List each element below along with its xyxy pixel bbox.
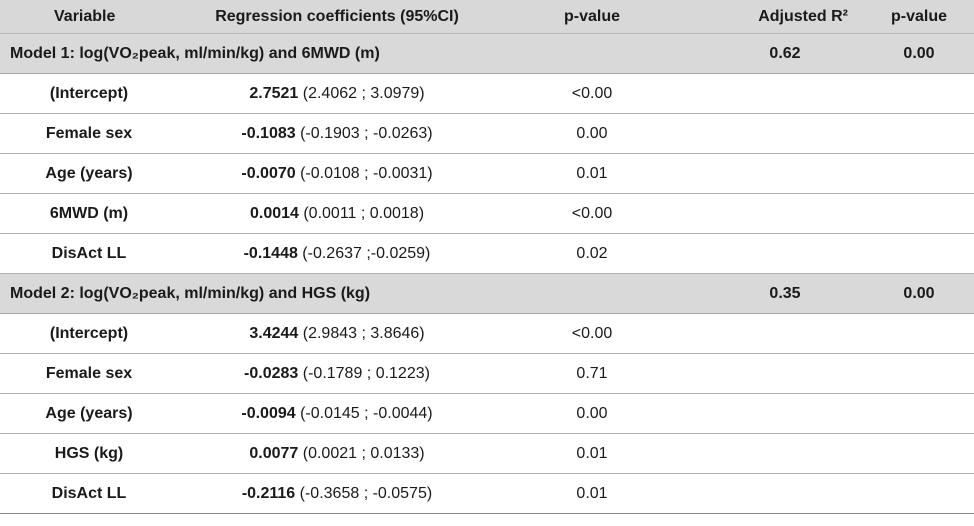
pvalue-cell: <0.00 bbox=[478, 313, 706, 354]
variable-cell: Female sex bbox=[0, 113, 178, 154]
model-adjusted-r2: 0.35 bbox=[706, 273, 864, 314]
coefficient-estimate: 0.0077 bbox=[249, 444, 299, 462]
variable-cell: (Intercept) bbox=[0, 313, 178, 354]
pvalue-cell: 0.00 bbox=[478, 113, 706, 154]
pvalue-cell: <0.00 bbox=[478, 73, 706, 114]
model-title: Model 1: log(VO₂peak, ml/min/kg) and 6MW… bbox=[0, 33, 706, 74]
coefficient-cell: 0.0077 (0.0021 ; 0.0133) bbox=[178, 433, 478, 474]
pvalue-cell: 0.01 bbox=[478, 473, 706, 514]
variable-cell: DisAct LL bbox=[0, 473, 178, 514]
coefficient-cell: -0.0283 (-0.1789 ; 0.1223) bbox=[178, 353, 478, 394]
table-header-row: Variable Regression coefficients (95%CI)… bbox=[0, 0, 974, 34]
header-pvalue: p-value bbox=[478, 0, 706, 34]
variable-cell: 6MWD (m) bbox=[0, 193, 178, 234]
coefficient-estimate: 0.0014 bbox=[249, 204, 299, 222]
pvalue-cell: 0.71 bbox=[478, 353, 706, 394]
pvalue-cell: <0.00 bbox=[478, 193, 706, 234]
table-row: DisAct LL -0.2116 (-0.3658 ; -0.0575) 0.… bbox=[0, 473, 974, 514]
coefficient-cell: -0.2116 (-0.3658 ; -0.0575) bbox=[178, 473, 478, 514]
coefficient-ci: (0.0021 ; 0.0133) bbox=[298, 444, 425, 462]
table-row: Age (years) -0.0094 (-0.0145 ; -0.0044) … bbox=[0, 393, 974, 434]
coefficient-estimate: -0.0070 bbox=[241, 164, 296, 182]
table-row: (Intercept) 3.4244 (2.9843 ; 3.8646) <0.… bbox=[0, 313, 974, 354]
coefficient-ci: (-0.0145 ; -0.0044) bbox=[295, 404, 433, 422]
variable-cell: HGS (kg) bbox=[0, 433, 178, 474]
table-row: DisAct LL -0.1448 (-0.2637 ;-0.0259) 0.0… bbox=[0, 233, 974, 274]
coefficient-cell: -0.0094 (-0.0145 ; -0.0044) bbox=[178, 393, 478, 434]
model-row: Model 2: log(VO₂peak, ml/min/kg) and HGS… bbox=[0, 273, 974, 314]
coefficient-estimate: -0.1448 bbox=[243, 244, 298, 262]
coefficient-ci: (-0.3658 ; -0.0575) bbox=[295, 484, 433, 502]
model-pvalue: 0.00 bbox=[864, 273, 974, 314]
variable-cell: DisAct LL bbox=[0, 233, 178, 274]
variable-cell: (Intercept) bbox=[0, 73, 178, 114]
coefficient-estimate: -0.0283 bbox=[244, 364, 299, 382]
table-row: Age (years) -0.0070 (-0.0108 ; -0.0031) … bbox=[0, 153, 974, 194]
variable-cell: Female sex bbox=[0, 353, 178, 394]
header-coefficients: Regression coefficients (95%CI) bbox=[178, 0, 478, 34]
variable-cell: Age (years) bbox=[0, 393, 178, 434]
table-row: Female sex -0.0283 (-0.1789 ; 0.1223) 0.… bbox=[0, 353, 974, 394]
coefficient-ci: (-0.1789 ; 0.1223) bbox=[298, 364, 430, 382]
table-row: Female sex -0.1083 (-0.1903 ; -0.0263) 0… bbox=[0, 113, 974, 154]
model-title: Model 2: log(VO₂peak, ml/min/kg) and HGS… bbox=[0, 273, 706, 314]
pvalue-cell: 0.02 bbox=[478, 233, 706, 274]
coefficient-ci: (-0.2637 ;-0.0259) bbox=[297, 244, 431, 262]
coefficient-cell: -0.0070 (-0.0108 ; -0.0031) bbox=[178, 153, 478, 194]
header-adjusted-r2: Adjusted R² bbox=[706, 0, 864, 34]
coefficient-ci: (-0.0108 ; -0.0031) bbox=[295, 164, 433, 182]
pvalue-cell: 0.01 bbox=[478, 433, 706, 474]
coefficient-ci: (2.4062 ; 3.0979) bbox=[298, 84, 425, 102]
variable-cell: Age (years) bbox=[0, 153, 178, 194]
pvalue-cell: 0.00 bbox=[478, 393, 706, 434]
coefficient-cell: -0.1083 (-0.1903 ; -0.0263) bbox=[178, 113, 478, 154]
coefficient-ci: (0.0011 ; 0.0018) bbox=[298, 204, 425, 222]
coefficient-estimate: 3.4244 bbox=[249, 324, 299, 342]
coefficient-cell: -0.1448 (-0.2637 ;-0.0259) bbox=[178, 233, 478, 274]
pvalue-cell: 0.01 bbox=[478, 153, 706, 194]
coefficient-estimate: 2.7521 bbox=[249, 84, 299, 102]
coefficient-ci: (2.9843 ; 3.8646) bbox=[298, 324, 425, 342]
coefficient-estimate: -0.2116 bbox=[241, 484, 296, 502]
header-pvalue-model: p-value bbox=[864, 0, 974, 34]
coefficient-estimate: -0.0094 bbox=[241, 404, 296, 422]
table-row: 6MWD (m) 0.0014 (0.0011 ; 0.0018) <0.00 bbox=[0, 193, 974, 234]
coefficient-cell: 2.7521 (2.4062 ; 3.0979) bbox=[178, 73, 478, 114]
coefficient-cell: 0.0014 (0.0011 ; 0.0018) bbox=[178, 193, 478, 234]
model-row: Model 1: log(VO₂peak, ml/min/kg) and 6MW… bbox=[0, 33, 974, 74]
header-variable: Variable bbox=[0, 0, 178, 34]
coefficient-ci: (-0.1903 ; -0.0263) bbox=[295, 124, 433, 142]
table-row: HGS (kg) 0.0077 (0.0021 ; 0.0133) 0.01 bbox=[0, 433, 974, 474]
regression-table: Variable Regression coefficients (95%CI)… bbox=[0, 0, 974, 514]
table-row: (Intercept) 2.7521 (2.4062 ; 3.0979) <0.… bbox=[0, 73, 974, 114]
model-pvalue: 0.00 bbox=[864, 33, 974, 74]
model-adjusted-r2: 0.62 bbox=[706, 33, 864, 74]
coefficient-estimate: -0.1083 bbox=[241, 124, 296, 142]
coefficient-cell: 3.4244 (2.9843 ; 3.8646) bbox=[178, 313, 478, 354]
